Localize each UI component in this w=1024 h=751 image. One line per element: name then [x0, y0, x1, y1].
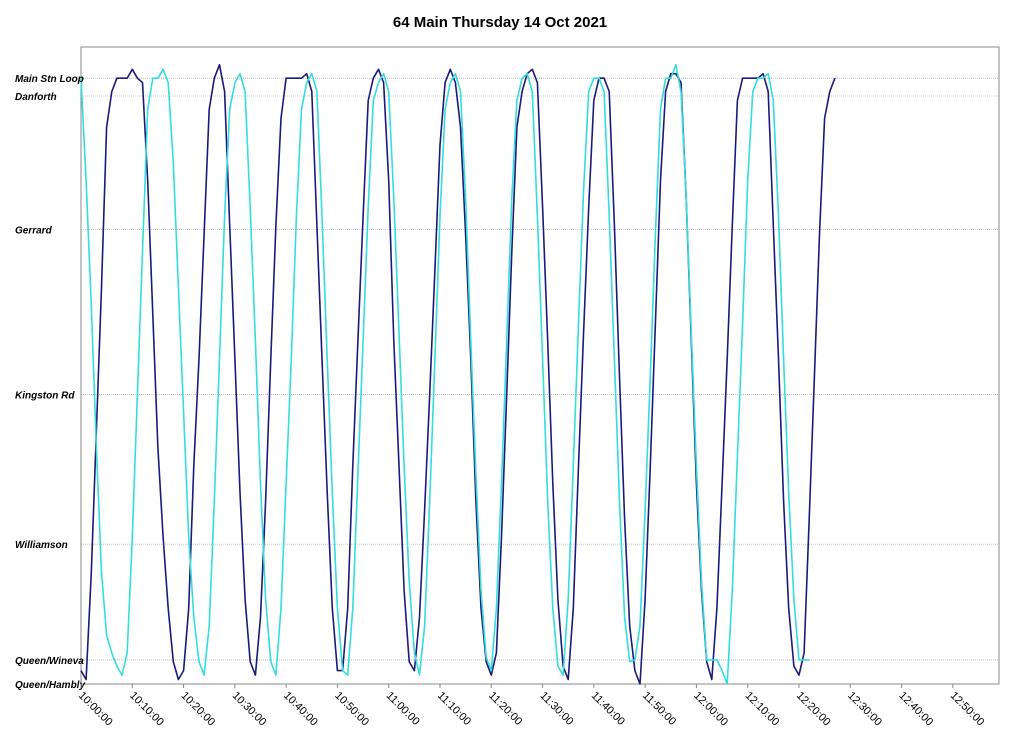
x-tick-label: 12:20:00: [794, 690, 833, 729]
x-tick-label: 10:00:00: [76, 690, 115, 729]
stop-label-danforth: Danforth: [15, 92, 57, 103]
stop-label-williamson: Williamson: [15, 540, 68, 551]
x-tick-label: 11:00:00: [384, 690, 422, 728]
x-tick-label: 10:20:00: [178, 690, 217, 729]
stop-label-queen-wineva: Queen/Wineva: [15, 656, 84, 667]
stop-labels: Main Stn Loop Danforth Gerrard Kingston Rd W…: [15, 74, 85, 691]
time-axis-labels: 10:00:00 10:10:00 10:20:00 10:30:00 10:40:00…: [76, 684, 987, 729]
x-tick-label: 10:50:00: [332, 690, 371, 729]
x-tick-label: 10:30:00: [230, 690, 269, 729]
plot-frame: [80, 46, 1000, 685]
chart-title: 64 Main Thursday 14 Oct 2021: [392, 14, 608, 31]
series-line-2: [80, 64, 810, 685]
x-tick-label: 11:50:00: [640, 690, 678, 728]
x-tick-label: 12:10:00: [743, 690, 782, 729]
x-tick-label: 10:10:00: [127, 690, 166, 729]
x-tick-label: 11:40:00: [589, 690, 627, 728]
stop-label-queen-hambly: Queen/Hambly: [15, 680, 85, 691]
stop-label-main-stn-loop: Main Stn Loop: [15, 74, 84, 85]
stop-label-gerrard: Gerrard: [15, 226, 53, 237]
x-tick-label: 12:30:00: [845, 690, 884, 729]
x-tick-label: 11:20:00: [486, 690, 524, 728]
x-tick-label: 11:30:00: [537, 690, 575, 728]
x-tick-label: 12:50:00: [948, 690, 987, 729]
stop-label-kingston-rd: Kingston Rd: [15, 390, 75, 401]
series-layer: [80, 64, 836, 685]
x-tick-label: 10:40:00: [281, 690, 320, 729]
x-tick-label: 12:40:00: [896, 690, 935, 729]
series-line-1: [80, 64, 836, 685]
x-tick-label: 11:10:00: [435, 690, 473, 728]
x-tick-label: 12:00:00: [691, 690, 730, 729]
